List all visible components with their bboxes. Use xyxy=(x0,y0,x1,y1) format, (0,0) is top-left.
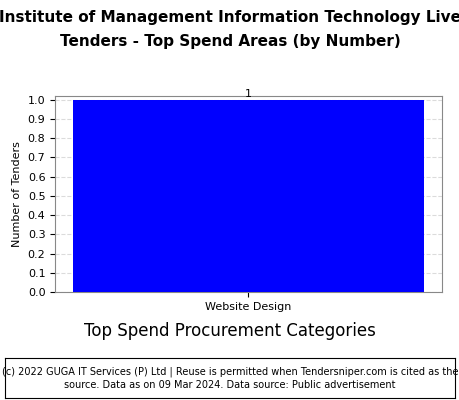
Y-axis label: Number of Tenders: Number of Tenders xyxy=(12,141,22,247)
Text: (c) 2022 GUGA IT Services (P) Ltd | Reuse is permitted when Tendersniper.com is : (c) 2022 GUGA IT Services (P) Ltd | Reus… xyxy=(2,366,457,390)
Text: 1: 1 xyxy=(244,89,252,99)
Text: Institute of Management Information Technology Live: Institute of Management Information Tech… xyxy=(0,10,459,25)
Text: Top Spend Procurement Categories: Top Spend Procurement Categories xyxy=(84,322,375,340)
Text: Tenders - Top Spend Areas (by Number): Tenders - Top Spend Areas (by Number) xyxy=(60,34,399,49)
